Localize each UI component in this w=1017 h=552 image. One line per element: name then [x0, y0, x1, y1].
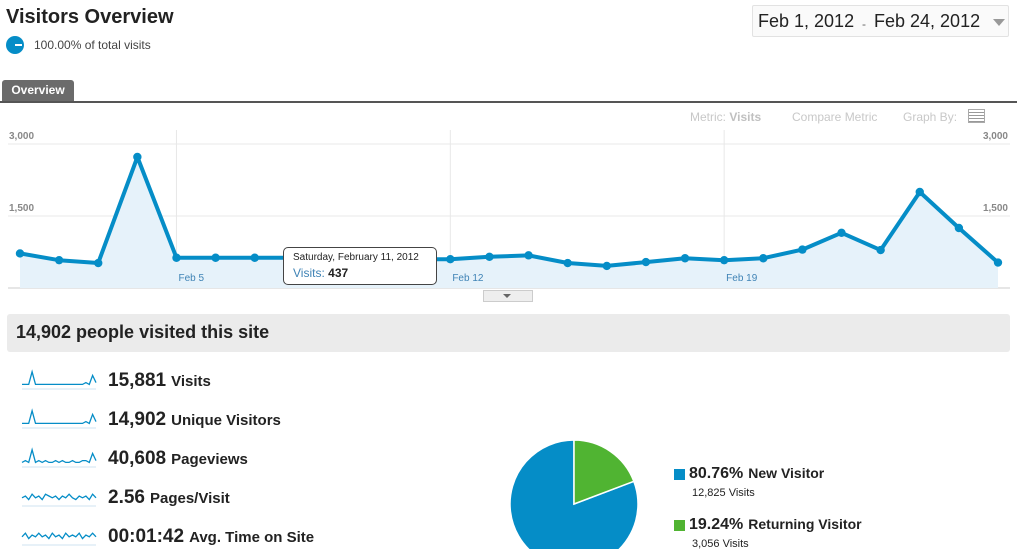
- metric-value: 00:01:42: [108, 526, 185, 547]
- data-point[interactable]: [993, 258, 1003, 267]
- legend-pct-returning: 19.24%: [689, 516, 744, 533]
- summary-headline: 14,902 people visited this site: [16, 322, 270, 342]
- data-point[interactable]: [759, 254, 768, 263]
- legend-sub-new: 12,825 Visits: [692, 487, 755, 499]
- data-point[interactable]: [446, 255, 455, 264]
- visits-line: [19, 155, 1000, 269]
- tooltip-date: Saturday, February 11, 2012: [293, 252, 419, 263]
- summary-bar: [7, 314, 1010, 352]
- data-point[interactable]: [172, 253, 181, 262]
- pie-slice-returning-visitor[interactable]: [573, 439, 635, 506]
- data-point[interactable]: [680, 254, 690, 263]
- data-point[interactable]: [54, 255, 64, 265]
- sparkline: [21, 493, 97, 507]
- data-point[interactable]: [719, 255, 729, 265]
- metric-value: 14,902: [108, 409, 167, 430]
- metric-value: 15,881: [108, 370, 167, 391]
- tab-divider: [0, 101, 1017, 103]
- data-point[interactable]: [94, 258, 103, 268]
- page-title: Visitors Overview: [6, 6, 174, 28]
- metric-value: Visits: [729, 110, 762, 124]
- legend-name-returning: Returning Visitor: [748, 516, 862, 532]
- metric-label: Visits: [171, 373, 211, 390]
- y-tick-label-left: 3,000: [9, 131, 34, 142]
- date-start: Feb 1, 2012: [758, 11, 855, 31]
- data-point[interactable]: [250, 253, 259, 262]
- data-point[interactable]: [211, 253, 220, 262]
- data-point[interactable]: [954, 223, 964, 233]
- date-end: Feb 24, 2012: [874, 11, 981, 31]
- compare-metric-link[interactable]: Compare Metric: [792, 110, 878, 124]
- data-point[interactable]: [602, 261, 611, 271]
- chevron-down-icon[interactable]: [993, 19, 1005, 26]
- legend-sub-returning: 3,056 Visits: [692, 538, 749, 550]
- metric-label: Unique Visitors: [171, 412, 281, 429]
- sparkline: [21, 532, 97, 546]
- collapse-chart-handle[interactable]: [483, 290, 533, 302]
- sparkline: [22, 408, 97, 429]
- data-point[interactable]: [563, 258, 572, 268]
- segment-label: 100.00% of total visits: [34, 38, 151, 52]
- sparkline: [21, 447, 97, 468]
- visits-chart[interactable]: 3,000 3,000 1,500 1,500 Feb 5 Feb 12 Feb 19: [0, 130, 1017, 305]
- x-tick-label: Feb 12: [452, 273, 484, 284]
- legend-pct-new: 80.76%: [689, 465, 744, 482]
- date-range-picker[interactable]: Feb 1, 2012 - Feb 24, 2012: [752, 5, 1009, 37]
- data-point[interactable]: [876, 245, 885, 255]
- sparkline: [22, 369, 97, 390]
- chart-tooltip: Saturday, February 11, 2012 Visits: 437: [283, 247, 437, 285]
- graph-by-label: Graph By:: [903, 110, 958, 124]
- tooltip-metric: Visits:: [293, 266, 325, 280]
- x-tick-label: Feb 5: [178, 273, 204, 284]
- tooltip-value: 437: [328, 266, 349, 280]
- data-point[interactable]: [133, 152, 142, 162]
- y-tick-label-right: 1,500: [983, 203, 1008, 214]
- data-point[interactable]: [837, 228, 846, 237]
- legend-swatch-new: [674, 469, 685, 480]
- metric-value: 40,608: [108, 448, 167, 469]
- metric-label: Pageviews: [171, 451, 248, 468]
- segment-icon[interactable]: [6, 36, 24, 54]
- y-tick-label-left: 1,500: [9, 203, 34, 214]
- metric-label: Avg. Time on Site: [189, 529, 315, 546]
- data-point[interactable]: [915, 187, 924, 197]
- data-point[interactable]: [641, 257, 651, 267]
- tab-overview[interactable]: Overview: [2, 80, 74, 101]
- data-point[interactable]: [485, 252, 494, 261]
- metric-label: Pages/Visit: [149, 490, 230, 507]
- data-point[interactable]: [524, 251, 533, 260]
- legend-swatch-returning: [674, 520, 685, 531]
- metric-prefix: Metric:: [690, 110, 726, 124]
- visits-area: [20, 157, 998, 288]
- legend-name-new: New Visitor: [748, 465, 825, 481]
- visitor-type-pie[interactable]: [510, 438, 650, 549]
- date-separator: -: [862, 17, 866, 31]
- data-point[interactable]: [798, 245, 807, 254]
- y-tick-label-right: 3,000: [983, 131, 1008, 142]
- metric-selector[interactable]: Metric: Visits: [690, 110, 761, 124]
- x-tick-label: Feb 19: [726, 273, 758, 284]
- metric-value: 2.56: [108, 487, 145, 508]
- graph-by-icon[interactable]: [968, 109, 985, 123]
- data-point[interactable]: [15, 249, 25, 258]
